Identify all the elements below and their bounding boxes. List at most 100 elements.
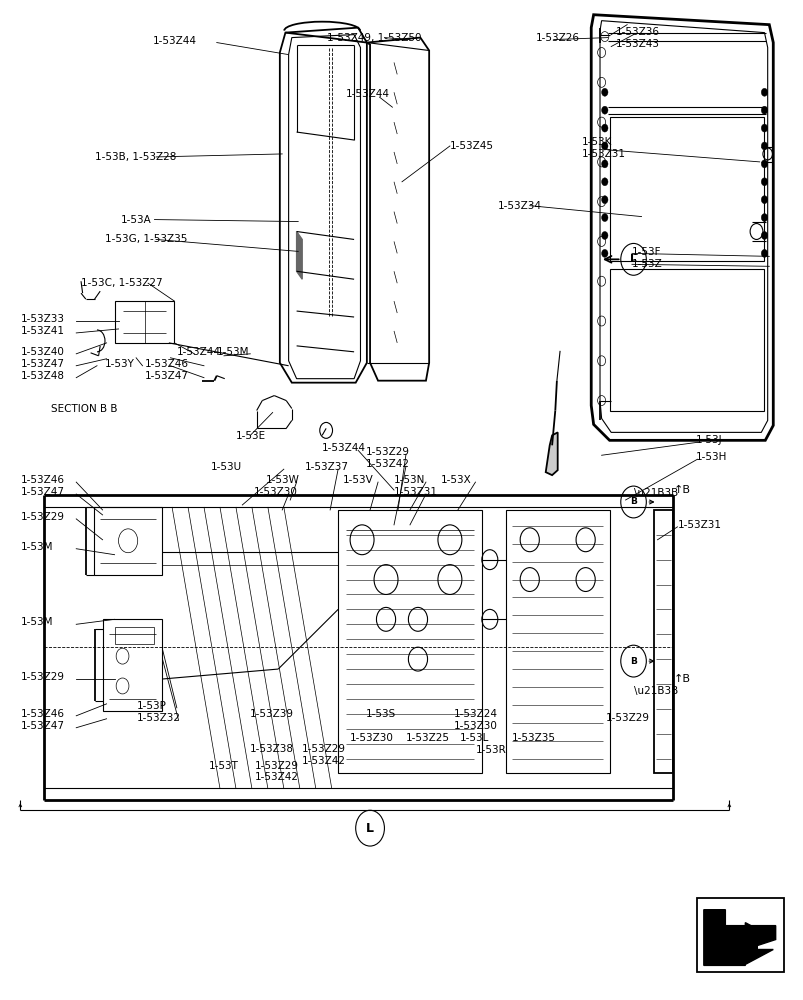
Text: 1-53R: 1-53R xyxy=(475,745,506,755)
Text: 1-53Z30: 1-53Z30 xyxy=(254,487,298,497)
Text: 1-53L: 1-53L xyxy=(459,733,488,743)
Text: 1-53Z: 1-53Z xyxy=(631,259,662,269)
Polygon shape xyxy=(744,923,772,964)
Circle shape xyxy=(760,232,767,239)
Text: 1-53Z41: 1-53Z41 xyxy=(20,326,64,336)
Polygon shape xyxy=(545,432,557,475)
Text: 1-53Z35: 1-53Z35 xyxy=(512,733,556,743)
Text: 1-53Z26: 1-53Z26 xyxy=(536,33,580,43)
Circle shape xyxy=(601,88,607,96)
Text: 1-53Z40: 1-53Z40 xyxy=(20,347,64,357)
Text: 1-53H: 1-53H xyxy=(695,452,726,462)
Circle shape xyxy=(601,214,607,222)
Polygon shape xyxy=(703,910,775,965)
Text: 1-53Z36: 1-53Z36 xyxy=(615,27,659,37)
Text: 1-53Z46: 1-53Z46 xyxy=(145,359,189,369)
Text: 1-53Z29: 1-53Z29 xyxy=(605,713,649,723)
Text: 1-53Z25: 1-53Z25 xyxy=(406,733,450,743)
Text: 1-53Z47: 1-53Z47 xyxy=(20,721,64,731)
Text: \u21B3B: \u21B3B xyxy=(633,488,677,498)
Text: 1-53Z46: 1-53Z46 xyxy=(20,475,64,485)
Text: 1-53Z42: 1-53Z42 xyxy=(365,459,410,469)
Text: 1-53P: 1-53P xyxy=(137,701,166,711)
Circle shape xyxy=(760,214,767,222)
Text: 1-53Z31: 1-53Z31 xyxy=(677,520,720,530)
Text: L: L xyxy=(630,254,636,264)
Text: 1-53W: 1-53W xyxy=(266,475,300,485)
Text: 1-53E: 1-53E xyxy=(235,431,266,441)
Text: 1-53M: 1-53M xyxy=(20,542,53,552)
Text: 1-53Z44: 1-53Z44 xyxy=(153,36,196,46)
Circle shape xyxy=(760,249,767,257)
Text: 1-53Z44: 1-53Z44 xyxy=(177,347,221,357)
Polygon shape xyxy=(296,232,302,279)
Text: 1-53A: 1-53A xyxy=(120,215,152,225)
Text: 1-53Z30: 1-53Z30 xyxy=(349,733,393,743)
Text: 1-53Z34: 1-53Z34 xyxy=(497,201,541,211)
Circle shape xyxy=(760,142,767,150)
Text: 1-53Z47: 1-53Z47 xyxy=(145,371,189,381)
Circle shape xyxy=(760,160,767,168)
Text: 1-53V: 1-53V xyxy=(343,475,373,485)
Circle shape xyxy=(601,196,607,204)
Text: 1-53Z44: 1-53Z44 xyxy=(322,443,365,453)
Text: 1-53Z42: 1-53Z42 xyxy=(302,756,346,766)
Text: SECTION B B: SECTION B B xyxy=(51,404,117,414)
Text: 1-53Z31: 1-53Z31 xyxy=(581,149,625,159)
Text: 1-53U: 1-53U xyxy=(210,462,241,472)
Text: 1-53Z43: 1-53Z43 xyxy=(615,39,659,49)
Circle shape xyxy=(760,124,767,132)
Circle shape xyxy=(601,232,607,239)
Circle shape xyxy=(760,88,767,96)
Text: 1-53Z45: 1-53Z45 xyxy=(450,141,493,151)
Bar xyxy=(696,898,783,972)
Text: 1-53Z46: 1-53Z46 xyxy=(20,709,64,719)
Text: L: L xyxy=(365,822,373,835)
Circle shape xyxy=(760,196,767,204)
Text: 1-53Z39: 1-53Z39 xyxy=(250,709,294,719)
Circle shape xyxy=(601,142,607,150)
Text: 1-53M: 1-53M xyxy=(217,347,249,357)
Text: 1-53Z29: 1-53Z29 xyxy=(20,512,64,522)
Text: 1-53Z29: 1-53Z29 xyxy=(255,761,299,771)
Text: 1-53Z29: 1-53Z29 xyxy=(302,744,346,754)
Text: 1-53C, 1-53Z27: 1-53C, 1-53Z27 xyxy=(81,278,162,288)
Text: 1-53Z31: 1-53Z31 xyxy=(393,487,438,497)
Circle shape xyxy=(601,106,607,114)
Text: 1-53M: 1-53M xyxy=(20,617,53,627)
Text: 1-53N: 1-53N xyxy=(393,475,425,485)
Circle shape xyxy=(760,178,767,186)
Circle shape xyxy=(601,160,607,168)
Text: 1-53Z37: 1-53Z37 xyxy=(304,462,349,472)
Text: 1-53Z30: 1-53Z30 xyxy=(454,721,497,731)
Circle shape xyxy=(601,249,607,257)
Text: 1-53Z38: 1-53Z38 xyxy=(250,744,294,754)
Text: 1-53Z47: 1-53Z47 xyxy=(20,359,64,369)
Text: 1-53Z29: 1-53Z29 xyxy=(20,672,64,682)
Text: 1-53T: 1-53T xyxy=(209,761,238,771)
Text: 1-53Z42: 1-53Z42 xyxy=(255,772,299,782)
Text: 1-53Z49, 1-53Z50: 1-53Z49, 1-53Z50 xyxy=(326,33,421,43)
Text: 1-53Z24: 1-53Z24 xyxy=(454,709,497,719)
Text: 1-53G, 1-53Z35: 1-53G, 1-53Z35 xyxy=(105,234,187,244)
Text: 1-53S: 1-53S xyxy=(365,709,396,719)
Text: 1-53Z33: 1-53Z33 xyxy=(20,314,64,324)
Text: ↑B: ↑B xyxy=(673,674,690,684)
Text: B: B xyxy=(630,657,636,666)
Text: 1-53B, 1-53Z28: 1-53B, 1-53Z28 xyxy=(95,152,176,162)
Text: 1-53Z47: 1-53Z47 xyxy=(20,487,64,497)
Text: 1-53K: 1-53K xyxy=(581,137,611,147)
Text: 1-53J: 1-53J xyxy=(695,435,722,445)
Circle shape xyxy=(601,124,607,132)
Text: 1-53F: 1-53F xyxy=(631,247,661,257)
Text: 1-53Z29: 1-53Z29 xyxy=(365,447,410,457)
Text: B: B xyxy=(630,497,636,506)
Text: ↑B: ↑B xyxy=(673,485,690,495)
Circle shape xyxy=(760,106,767,114)
Circle shape xyxy=(601,178,607,186)
Text: 1-53Z48: 1-53Z48 xyxy=(20,371,64,381)
Text: 1-53Z44: 1-53Z44 xyxy=(345,89,389,99)
Text: \u21B3B: \u21B3B xyxy=(633,686,677,696)
Text: 1-53X: 1-53X xyxy=(440,475,471,485)
Text: 1-53Z32: 1-53Z32 xyxy=(137,713,181,723)
